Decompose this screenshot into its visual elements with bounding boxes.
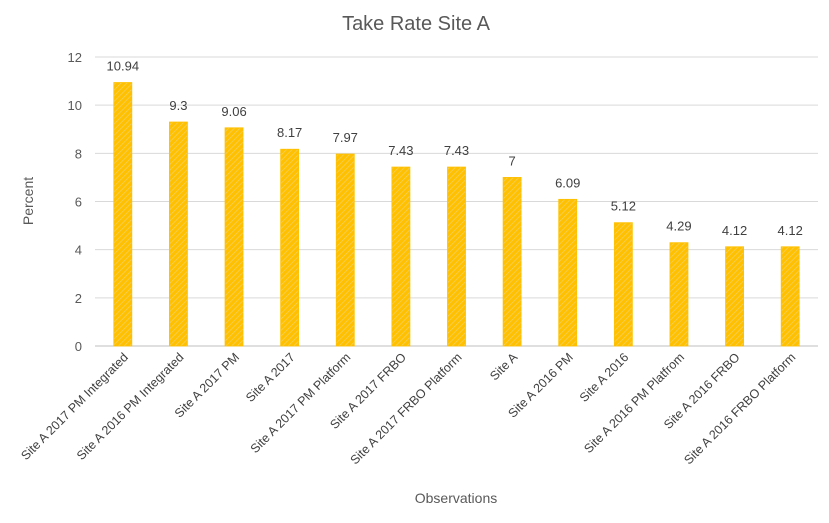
data-label: 6.09	[555, 175, 580, 190]
y-tick-label: 2	[75, 291, 82, 306]
bar	[725, 246, 744, 347]
y-tick-label: 10	[68, 98, 82, 113]
data-label: 4.12	[722, 223, 747, 238]
data-label: 10.94	[107, 59, 140, 74]
bar	[113, 82, 133, 347]
y-tick-label: 12	[68, 50, 82, 65]
bar	[335, 153, 355, 347]
data-label: 7	[508, 153, 515, 168]
x-category-label: Site A 2016 PM Integrated	[74, 350, 187, 463]
y-axis-ticks: 0 2 4 6 8 10 12	[68, 50, 82, 354]
bar	[447, 166, 466, 347]
data-label: 4.12	[778, 223, 803, 238]
data-label: 4.29	[666, 219, 691, 234]
x-category-label: Site A 2016	[577, 350, 632, 405]
data-label: 7.43	[388, 143, 413, 158]
bar	[669, 242, 689, 347]
bar	[780, 246, 800, 347]
x-category-label: Site A	[487, 350, 520, 383]
x-category-label: Site A 2016 FRBO Platform	[681, 350, 798, 467]
bar	[224, 127, 244, 347]
x-category-label: Site A 2017 PM Integrated	[18, 350, 131, 463]
data-label: 7.43	[444, 143, 469, 158]
data-label: 7.97	[333, 130, 358, 145]
chart-title: Take Rate Site A	[342, 13, 491, 35]
data-label: 9.06	[221, 104, 246, 119]
data-labels: 10.94 9.3 9.06 8.17 7.97 7.43 7.43 7 6.09 5.12 4.2…	[107, 59, 803, 238]
bar	[558, 198, 578, 347]
bars	[113, 82, 800, 347]
data-label: 8.17	[277, 125, 302, 140]
bar	[280, 148, 300, 347]
y-tick-label: 0	[75, 339, 82, 354]
data-label: 9.3	[169, 98, 187, 113]
y-tick-label: 4	[75, 243, 82, 258]
x-category-label: Site A 2016 PM Platfrom	[581, 350, 687, 456]
y-axis-title: Percent	[20, 177, 36, 225]
bar	[502, 177, 522, 347]
data-label: 5.12	[611, 199, 636, 214]
x-category-label: Site A 2017	[243, 350, 298, 405]
bar	[169, 121, 188, 347]
bar	[391, 166, 411, 347]
y-tick-label: 6	[75, 195, 82, 210]
bar	[613, 222, 633, 347]
x-category-label: Site A 2017 PM Platform	[248, 350, 354, 456]
x-axis-title: Observations	[415, 490, 497, 506]
y-tick-label: 8	[75, 146, 82, 161]
x-category-label: Site A 2017 FRBO Platform	[348, 350, 465, 467]
